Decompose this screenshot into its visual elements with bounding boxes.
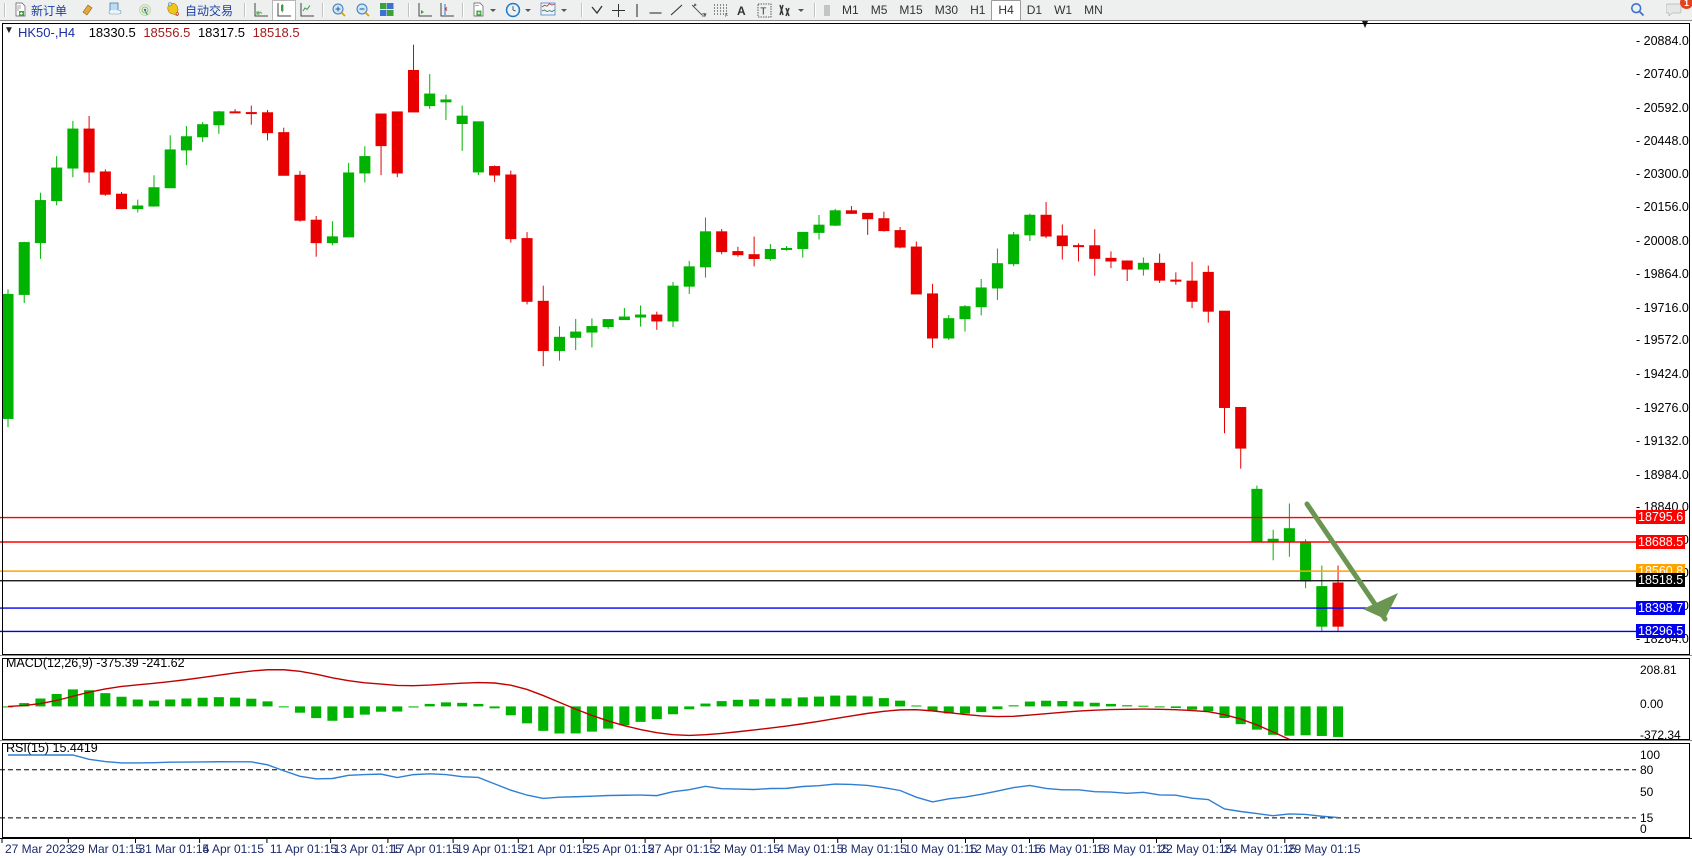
svg-text:18 May 01:15: 18 May 01:15	[1096, 842, 1169, 856]
svg-text:11 Apr 01:15: 11 Apr 01:15	[270, 842, 337, 856]
svg-text:27 Apr 01:15: 27 Apr 01:15	[648, 842, 716, 856]
svg-text:F: F	[725, 13, 728, 18]
svg-text:T: T	[760, 6, 766, 17]
svg-text:24 May 01:15: 24 May 01:15	[1224, 842, 1297, 856]
svg-text:21 Apr 01:15: 21 Apr 01:15	[521, 842, 589, 856]
svg-text:17 Apr 01:15: 17 Apr 01:15	[391, 842, 459, 856]
svg-text:1: 1	[1684, 0, 1689, 8]
svg-text:22 May 01:15: 22 May 01:15	[1160, 842, 1233, 856]
svg-text:27 Mar 2023: 27 Mar 2023	[5, 842, 73, 856]
svg-text:10 May 01:15: 10 May 01:15	[904, 842, 977, 856]
svg-text:29 Mar 01:15: 29 Mar 01:15	[71, 842, 142, 856]
svg-text:25 Apr 01:15: 25 Apr 01:15	[586, 842, 654, 856]
svg-text:29 May 01:15: 29 May 01:15	[1288, 842, 1361, 856]
svg-text:2 May 01:15: 2 May 01:15	[714, 842, 780, 856]
svg-text:19 Apr 01:15: 19 Apr 01:15	[456, 842, 524, 856]
svg-text:8 May 01:15: 8 May 01:15	[841, 842, 907, 856]
svg-text:4 Apr 01:15: 4 Apr 01:15	[203, 842, 265, 856]
svg-text:31 Mar 01:15: 31 Mar 01:15	[139, 842, 210, 856]
svg-text:12 May 01:15: 12 May 01:15	[969, 842, 1042, 856]
svg-text:A: A	[737, 4, 746, 18]
svg-text:16 May 01:15: 16 May 01:15	[1033, 842, 1106, 856]
svg-text:4 May 01:15: 4 May 01:15	[777, 842, 843, 856]
